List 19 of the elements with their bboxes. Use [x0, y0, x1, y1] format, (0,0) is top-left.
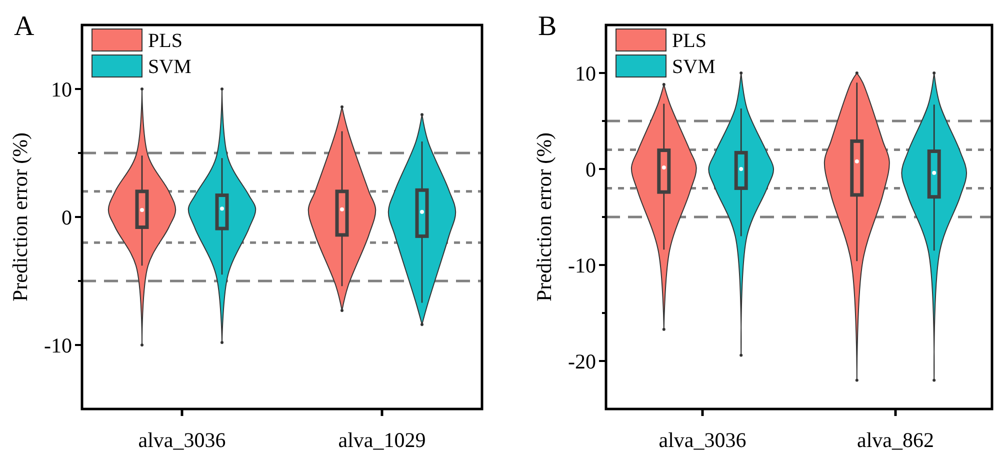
x-tick-label: alva_862: [857, 428, 934, 452]
y-tick-label: 10: [51, 77, 72, 102]
y-tick-label: -20: [568, 349, 596, 374]
chart-title: B: [538, 11, 557, 42]
y-axis-title: Prediction error (%): [532, 132, 556, 302]
x-tick-label: alva_3036: [658, 428, 746, 452]
legend-label: SVM: [148, 56, 192, 78]
y-tick-label: 10: [575, 61, 596, 86]
y-axis-title: Prediction error (%): [8, 132, 32, 302]
legend-label: PLS: [148, 30, 182, 52]
legend-label: PLS: [672, 30, 706, 52]
y-tick-label: 0: [586, 157, 596, 182]
legend-label: SVM: [672, 56, 716, 78]
x-tick-label: alva_3036: [138, 428, 226, 452]
chart-title: A: [14, 11, 35, 42]
y-tick-label: -10: [568, 253, 596, 278]
y-tick-label: -10: [44, 333, 72, 358]
x-tick-label: alva_1029: [338, 428, 426, 452]
y-tick-label: 0: [62, 205, 72, 230]
